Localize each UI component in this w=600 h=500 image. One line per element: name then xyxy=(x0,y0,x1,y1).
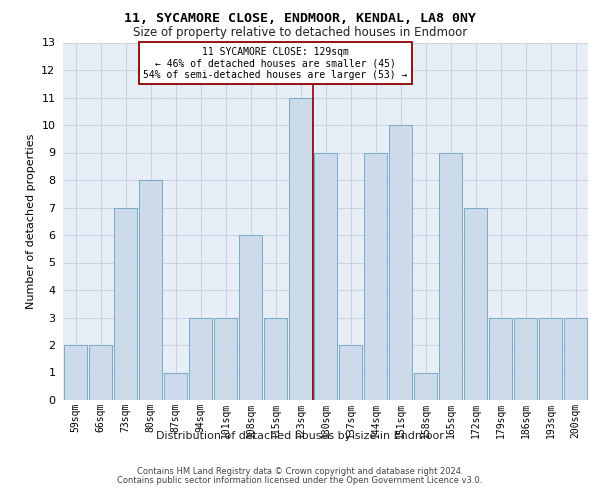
Bar xyxy=(439,152,462,400)
Text: Distribution of detached houses by size in Endmoor: Distribution of detached houses by size … xyxy=(156,431,444,441)
Text: Contains public sector information licensed under the Open Government Licence v3: Contains public sector information licen… xyxy=(118,476,482,485)
Bar xyxy=(539,318,562,400)
Y-axis label: Number of detached properties: Number of detached properties xyxy=(26,134,35,309)
Bar xyxy=(489,318,512,400)
Bar xyxy=(514,318,537,400)
Text: Size of property relative to detached houses in Endmoor: Size of property relative to detached ho… xyxy=(133,26,467,39)
Text: 11 SYCAMORE CLOSE: 129sqm
← 46% of detached houses are smaller (45)
54% of semi-: 11 SYCAMORE CLOSE: 129sqm ← 46% of detac… xyxy=(143,46,407,80)
Bar xyxy=(564,318,587,400)
Bar xyxy=(264,318,287,400)
Bar xyxy=(239,235,262,400)
Bar xyxy=(339,345,362,400)
Bar xyxy=(89,345,112,400)
Bar xyxy=(364,152,387,400)
Bar xyxy=(189,318,212,400)
Bar xyxy=(464,208,487,400)
Text: 11, SYCAMORE CLOSE, ENDMOOR, KENDAL, LA8 0NY: 11, SYCAMORE CLOSE, ENDMOOR, KENDAL, LA8… xyxy=(124,12,476,25)
Text: Contains HM Land Registry data © Crown copyright and database right 2024.: Contains HM Land Registry data © Crown c… xyxy=(137,467,463,476)
Bar xyxy=(139,180,162,400)
Bar xyxy=(314,152,337,400)
Bar xyxy=(164,372,187,400)
Bar xyxy=(214,318,237,400)
Bar xyxy=(289,98,312,400)
Bar xyxy=(64,345,87,400)
Bar xyxy=(389,125,412,400)
Bar xyxy=(414,372,437,400)
Bar xyxy=(114,208,137,400)
